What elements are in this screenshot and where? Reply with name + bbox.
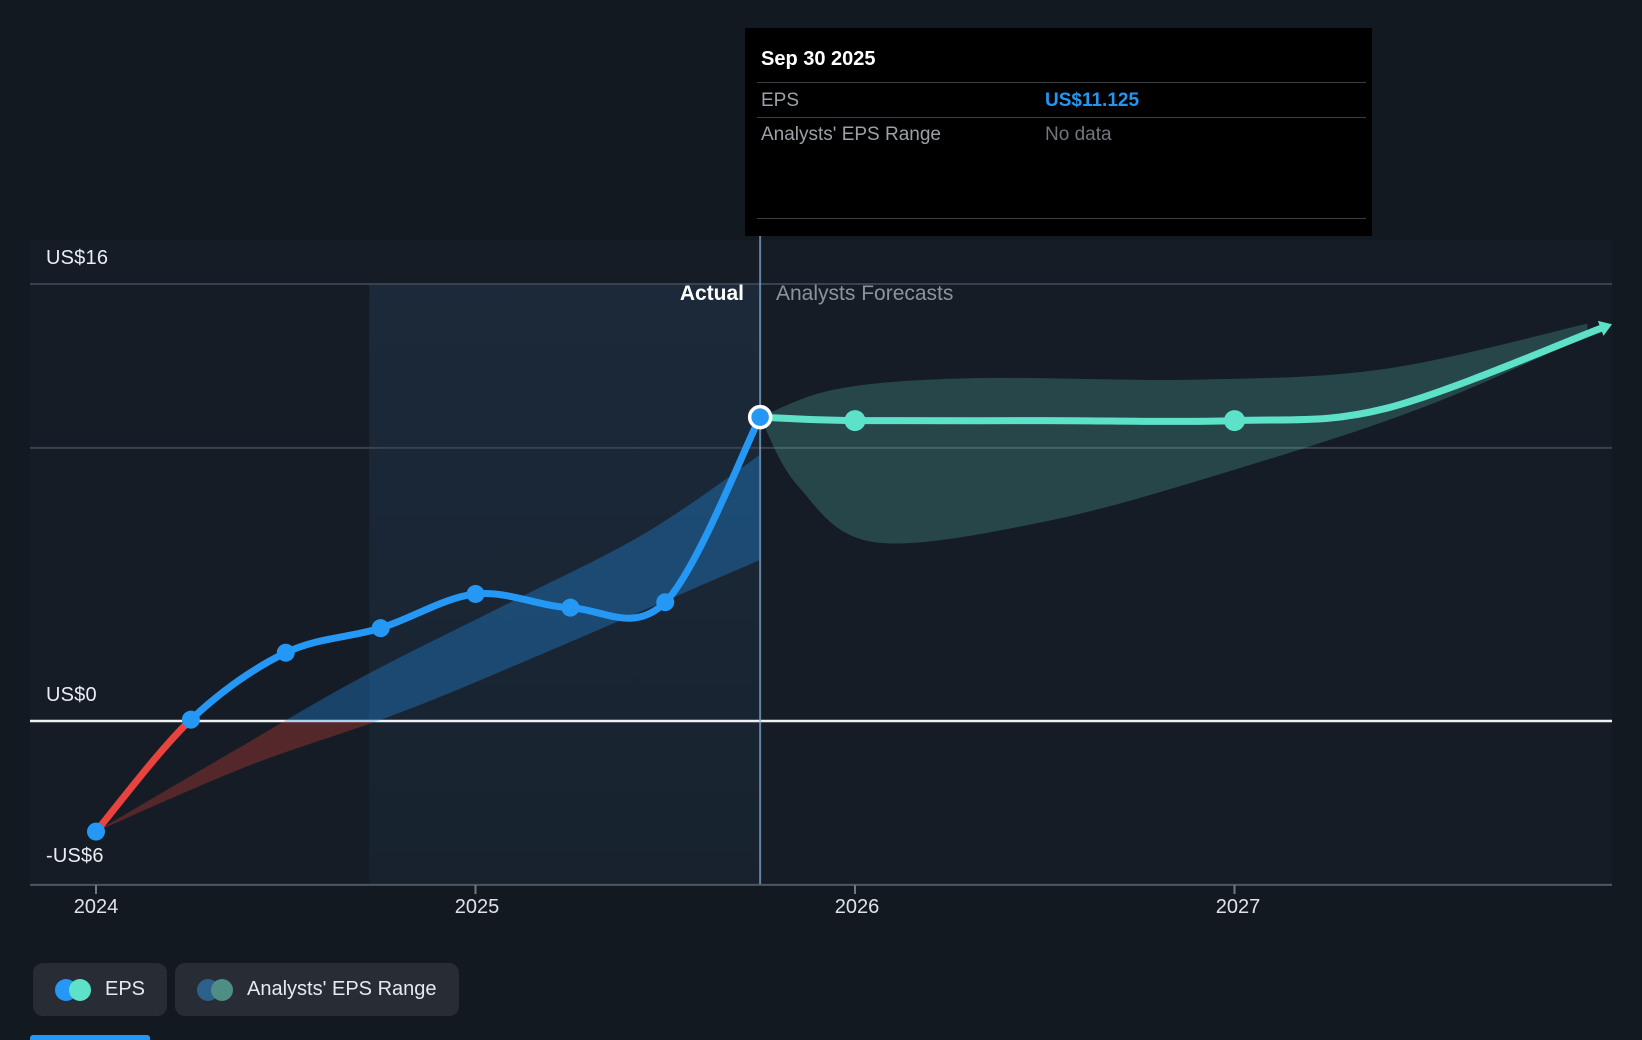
selected-data-point[interactable] [747, 404, 773, 430]
analysts-range-legend-icon [197, 978, 234, 1001]
legend-eps-label: EPS [105, 978, 146, 1000]
x-axis-label-2024: 2024 [73, 896, 119, 918]
eps-data-point[interactable] [561, 598, 580, 617]
tooltip-divider [757, 82, 1366, 83]
forecasts-section-label: Analysts Forecasts [776, 282, 954, 305]
x-axis-label-2027: 2027 [1215, 896, 1261, 918]
forecast-arrowhead [1597, 320, 1612, 336]
tooltip-range-label: Analysts' EPS Range [761, 124, 941, 145]
eps-data-point[interactable] [276, 643, 295, 662]
tooltip-divider [757, 218, 1366, 219]
highlighted-period-region [369, 284, 761, 884]
data-point-tooltip: Sep 30 2025 EPS US$11.125 Analysts' EPS … [745, 28, 1372, 236]
y-axis-label-0: US$0 [46, 684, 97, 706]
past-eps-range-band [284, 454, 761, 721]
eps-data-point[interactable] [181, 710, 200, 729]
actual-section-label: Actual [679, 282, 744, 305]
tooltip-eps-label: EPS [761, 90, 800, 111]
tooltip-range-value: No data [1045, 124, 1112, 145]
tooltip-divider [757, 117, 1366, 118]
legend-chip-analysts-eps-range[interactable]: Analysts' EPS Range [175, 963, 459, 1016]
tooltip-date: Sep 30 2025 [761, 48, 876, 70]
chart-plot-background [30, 240, 1612, 884]
partially-visible-bottom-element [30, 1035, 150, 1040]
eps-data-point[interactable] [371, 619, 390, 638]
tooltip-eps-value: US$11.125 [1045, 90, 1140, 111]
eps-legend-icon [55, 978, 91, 1001]
eps-data-point[interactable] [466, 584, 485, 603]
forecast-data-point[interactable] [1224, 410, 1245, 432]
x-axis-label-2025: 2025 [454, 896, 500, 918]
eps-data-point[interactable] [87, 822, 105, 841]
legend-chip-eps[interactable]: EPS [33, 963, 168, 1016]
x-axis-label-2026: 2026 [834, 896, 880, 918]
y-axis-label-neg6: -US$6 [46, 845, 104, 867]
y-axis-label-16: US$16 [46, 247, 109, 269]
forecast-data-point[interactable] [844, 410, 866, 432]
forecast-eps-range-band [760, 323, 1588, 544]
chart-legend: EPS Analysts' EPS Range [33, 963, 459, 1016]
legend-range-label: Analysts' EPS Range [247, 978, 437, 1000]
eps-data-point[interactable] [656, 593, 675, 612]
